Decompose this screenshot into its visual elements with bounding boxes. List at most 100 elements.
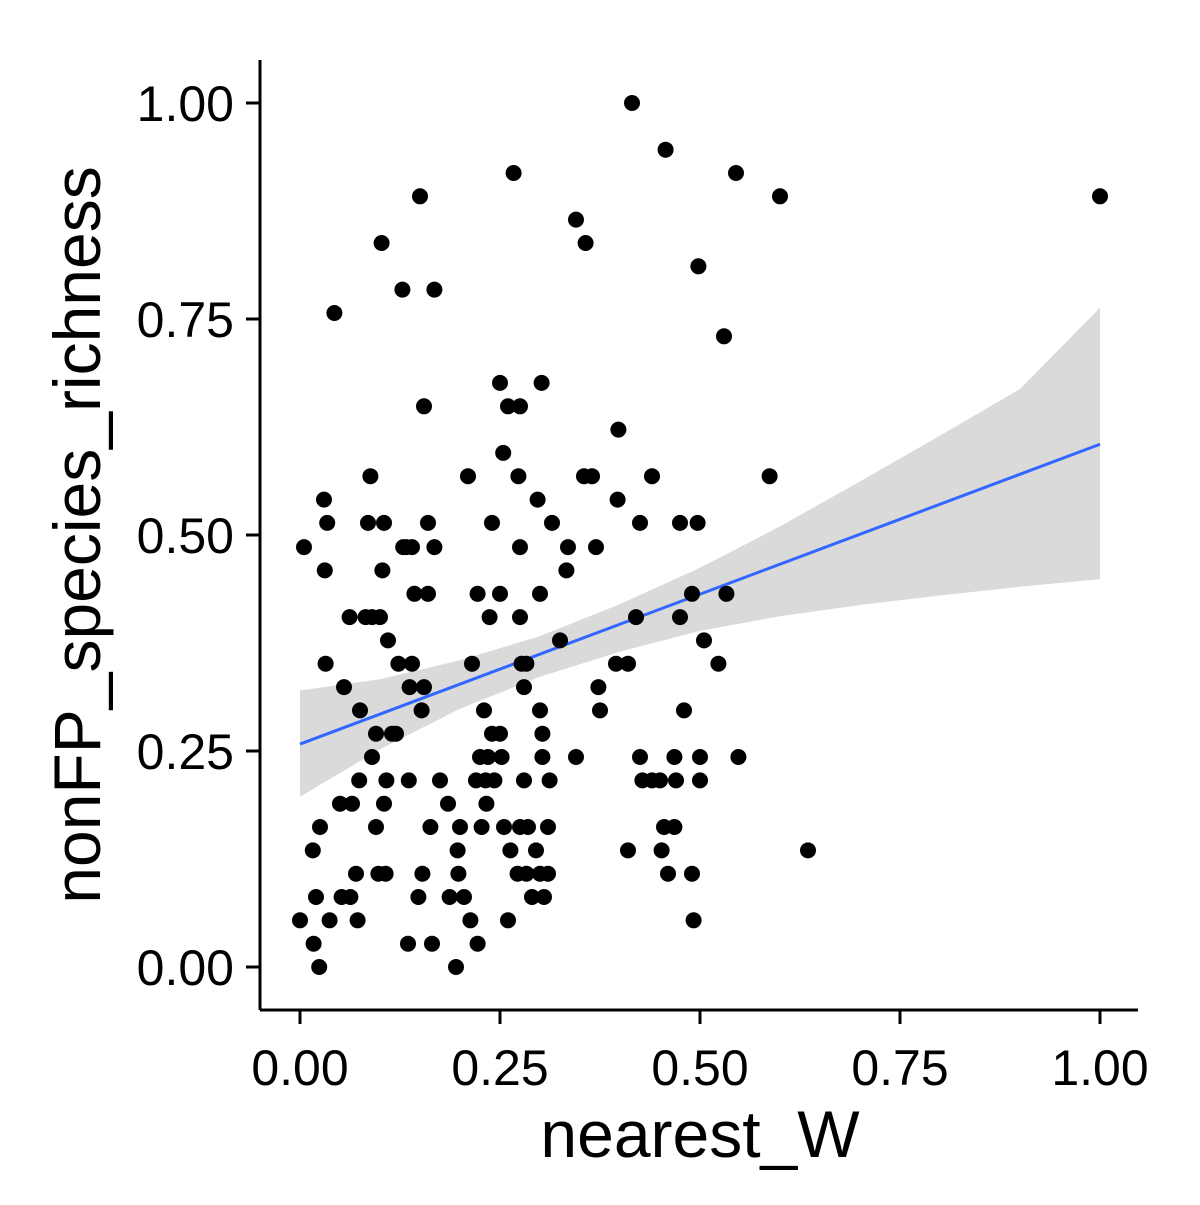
data-point [311, 959, 328, 975]
data-point [685, 912, 702, 929]
data-point [424, 935, 440, 952]
data-point [462, 912, 479, 929]
data-point [376, 795, 392, 812]
y-tick-label: 0.75 [137, 292, 234, 348]
data-point [319, 514, 336, 531]
x-tick-label: 0.50 [651, 1040, 748, 1096]
y-tick-label: 0.25 [137, 724, 234, 780]
data-point [316, 491, 332, 508]
data-point [410, 889, 427, 905]
data-point [716, 328, 732, 345]
data-point [624, 95, 640, 111]
data-point [404, 655, 420, 672]
data-point [476, 702, 492, 719]
data-point [730, 749, 747, 765]
data-point [492, 374, 508, 391]
data-point [584, 468, 600, 485]
data-point [390, 655, 407, 672]
data-point [360, 514, 376, 531]
data-point [317, 655, 334, 672]
data-point [518, 655, 535, 672]
data-point [373, 235, 390, 251]
y-tick-label: 0.50 [137, 508, 234, 564]
data-point [416, 398, 432, 415]
data-point [608, 655, 624, 672]
data-point [341, 609, 358, 626]
data-point [321, 912, 338, 929]
data-point [666, 749, 683, 765]
data-point [592, 702, 608, 719]
data-point [496, 819, 512, 835]
data-point [374, 562, 391, 579]
data-point [372, 609, 388, 626]
data-point [644, 468, 660, 485]
data-point [558, 562, 575, 579]
data-point [628, 609, 644, 626]
data-point [660, 865, 676, 882]
data-point [377, 865, 394, 882]
data-point [676, 702, 692, 719]
data-point [692, 772, 708, 789]
data-point [552, 632, 568, 649]
confidence-band-layer [300, 307, 1100, 797]
data-point [502, 842, 519, 859]
data-point [620, 655, 636, 672]
x-tick-label: 0.00 [251, 1040, 348, 1096]
data-point [351, 772, 368, 789]
data-point [481, 609, 498, 626]
x-tick-label: 1.00 [1051, 1040, 1148, 1096]
data-point [394, 281, 411, 298]
data-point [540, 865, 556, 882]
data-point [672, 609, 688, 626]
x-axis-title: nearest_W [540, 1097, 860, 1171]
data-point [690, 258, 707, 275]
data-point [420, 514, 436, 531]
data-point [534, 749, 551, 765]
data-point [378, 772, 395, 789]
data-point [450, 865, 467, 882]
data-point [718, 585, 735, 602]
data-point [505, 165, 522, 181]
data-point [512, 609, 528, 626]
y-tick-label: 1.00 [137, 76, 234, 132]
data-point [577, 235, 594, 251]
data-point [684, 585, 700, 602]
data-point [544, 514, 560, 531]
data-point [516, 772, 532, 789]
data-point [308, 889, 324, 905]
y-tick-label: 0.00 [137, 940, 234, 996]
data-point [404, 539, 420, 556]
data-point [456, 889, 472, 905]
x-tick-label: 0.25 [451, 1040, 548, 1096]
data-point [342, 889, 359, 905]
data-point [380, 632, 396, 649]
data-point [512, 398, 528, 415]
data-point [609, 491, 626, 508]
data-point [520, 819, 536, 835]
data-point [588, 539, 604, 556]
data-point [416, 679, 432, 696]
data-point [541, 772, 558, 789]
data-point [412, 188, 428, 205]
data-point [376, 514, 392, 531]
data-point [516, 679, 532, 696]
data-point [668, 772, 684, 789]
confidence-band [300, 307, 1100, 797]
data-point [349, 912, 366, 929]
data-point [362, 468, 379, 485]
data-point [452, 819, 468, 835]
data-point [632, 514, 648, 531]
fit-line [299, 442, 1101, 746]
data-point [368, 819, 384, 835]
axes-layer: 0.00 0.25 0.50 0.75 1.00 0.00 0.25 0.50 0.75 1.00 [137, 60, 1149, 1096]
data-point [610, 421, 627, 438]
data-point [368, 725, 384, 742]
data-point [653, 842, 670, 859]
data-point [316, 562, 333, 579]
data-point [352, 702, 368, 719]
data-point [800, 842, 816, 859]
data-point [524, 889, 540, 905]
data-point [432, 772, 448, 789]
data-point [652, 772, 668, 789]
